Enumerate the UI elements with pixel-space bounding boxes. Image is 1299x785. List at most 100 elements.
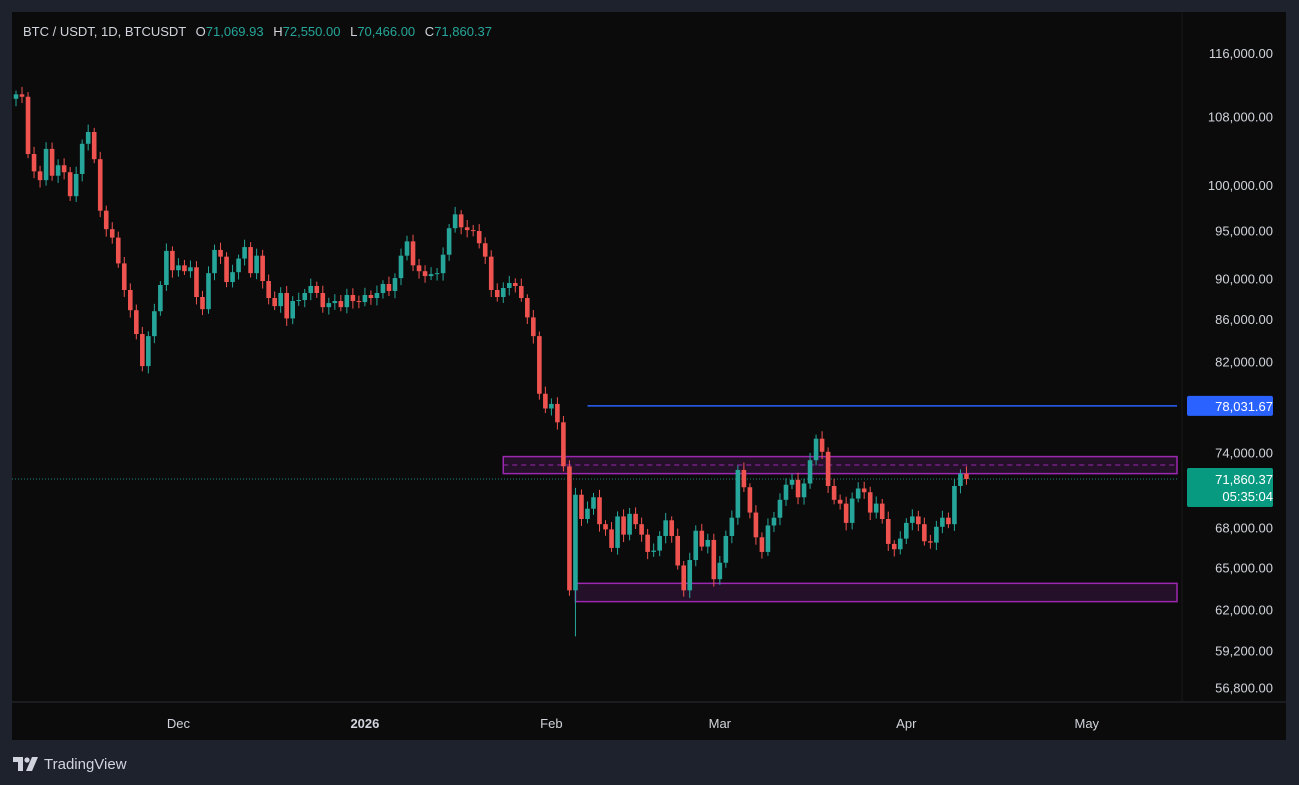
candle[interactable]: [519, 285, 524, 299]
candle[interactable]: [302, 292, 308, 301]
candle[interactable]: [296, 300, 302, 302]
candle[interactable]: [825, 451, 831, 486]
candle[interactable]: [326, 303, 332, 308]
candle[interactable]: [651, 550, 656, 552]
candle[interactable]: [777, 499, 783, 518]
candle[interactable]: [13, 94, 19, 99]
candle[interactable]: [639, 524, 644, 535]
candle[interactable]: [284, 292, 289, 319]
candle[interactable]: [747, 487, 753, 513]
candle[interactable]: [765, 525, 771, 552]
candle[interactable]: [633, 513, 638, 525]
candle[interactable]: [585, 508, 590, 519]
candle[interactable]: [729, 517, 735, 536]
candle[interactable]: [25, 96, 31, 155]
candle[interactable]: [958, 473, 963, 486]
candle[interactable]: [67, 172, 73, 197]
candle[interactable]: [440, 254, 446, 274]
candle[interactable]: [952, 485, 957, 525]
candle[interactable]: [916, 516, 921, 525]
candle[interactable]: [248, 247, 253, 274]
candle[interactable]: [134, 310, 139, 335]
candle[interactable]: [230, 272, 235, 283]
candle[interactable]: [200, 297, 205, 310]
candle[interactable]: [525, 298, 530, 318]
candle[interactable]: [37, 171, 43, 181]
candle[interactable]: [121, 263, 127, 290]
candle[interactable]: [681, 565, 687, 591]
candle[interactable]: [771, 517, 777, 526]
candle[interactable]: [675, 535, 681, 566]
candlestick-chart[interactable]: 116,000.00 108,000.00 100,000.00 95,000.00 9…: [12, 12, 1286, 740]
candle[interactable]: [188, 267, 193, 272]
candle[interactable]: [476, 231, 482, 244]
chart-panel[interactable]: 116,000.00 108,000.00 100,000.00 95,000.00 9…: [12, 12, 1286, 740]
candle[interactable]: [934, 526, 939, 543]
candle[interactable]: [49, 148, 55, 176]
candle[interactable]: [350, 294, 356, 302]
candle[interactable]: [91, 132, 97, 160]
candle[interactable]: [669, 520, 674, 536]
candle[interactable]: [885, 518, 891, 544]
candle[interactable]: [609, 529, 614, 548]
candle[interactable]: [314, 285, 320, 293]
candle[interactable]: [404, 241, 410, 256]
candle[interactable]: [218, 249, 223, 257]
candle[interactable]: [85, 132, 91, 144]
candle[interactable]: [500, 287, 506, 298]
candle[interactable]: [398, 255, 404, 279]
candle[interactable]: [693, 530, 699, 561]
candle[interactable]: [290, 301, 296, 319]
candle[interactable]: [278, 292, 283, 307]
candle[interactable]: [464, 227, 470, 231]
candle[interactable]: [807, 460, 813, 484]
candle[interactable]: [861, 488, 867, 493]
candle[interactable]: [657, 535, 662, 551]
candle[interactable]: [488, 256, 494, 290]
candle[interactable]: [879, 503, 885, 519]
candle[interactable]: [753, 512, 759, 538]
candle[interactable]: [79, 143, 85, 174]
candle[interactable]: [543, 393, 548, 409]
candle[interactable]: [344, 294, 350, 308]
candle[interactable]: [591, 497, 596, 509]
candle[interactable]: [699, 530, 705, 547]
candle[interactable]: [723, 535, 729, 563]
support-zone[interactable]: [574, 582, 1178, 603]
candle[interactable]: [531, 317, 536, 337]
candle[interactable]: [621, 516, 626, 535]
candle[interactable]: [254, 255, 259, 274]
candle[interactable]: [212, 249, 217, 274]
candle[interactable]: [146, 336, 151, 367]
candle[interactable]: [380, 284, 386, 293]
candle[interactable]: [236, 258, 241, 273]
candle[interactable]: [224, 256, 229, 283]
candle[interactable]: [567, 466, 572, 591]
candle[interactable]: [482, 243, 488, 257]
candle[interactable]: [849, 498, 855, 523]
candle[interactable]: [362, 294, 368, 303]
candle[interactable]: [386, 284, 392, 291]
candle[interactable]: [717, 562, 723, 580]
candle[interactable]: [152, 311, 157, 337]
candle[interactable]: [910, 516, 915, 523]
candle[interactable]: [19, 94, 25, 97]
candle[interactable]: [97, 159, 103, 211]
candle[interactable]: [31, 154, 37, 172]
candle[interactable]: [891, 543, 897, 550]
candle[interactable]: [73, 173, 79, 197]
candle[interactable]: [446, 228, 452, 255]
candle[interactable]: [109, 229, 115, 238]
candle[interactable]: [801, 483, 807, 498]
candle[interactable]: [904, 522, 909, 539]
candle[interactable]: [573, 494, 578, 591]
candle[interactable]: [759, 537, 765, 552]
candle[interactable]: [783, 484, 789, 500]
candle[interactable]: [597, 497, 602, 525]
candle[interactable]: [422, 271, 428, 277]
candle[interactable]: [428, 274, 434, 277]
candle[interactable]: [579, 494, 584, 519]
candle[interactable]: [922, 524, 927, 542]
candle[interactable]: [242, 247, 247, 259]
candle[interactable]: [789, 479, 795, 485]
